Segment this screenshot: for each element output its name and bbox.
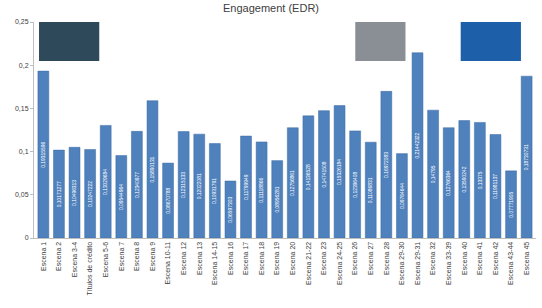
svg-text:Escena 23: Escena 23 — [320, 242, 327, 275]
svg-text:0,09764644: 0,09764644 — [400, 183, 405, 209]
svg-text:0,14741508: 0,14741508 — [322, 161, 327, 187]
svg-text:Escena 13: Escena 13 — [196, 242, 203, 275]
svg-text:Escena 41: Escena 41 — [476, 242, 483, 275]
svg-text:Escena 27: Escena 27 — [367, 242, 374, 275]
svg-text:Escena 29-30: Escena 29-30 — [398, 242, 405, 285]
svg-text:Escena 17: Escena 17 — [242, 242, 249, 275]
svg-text:0,14795: 0,14795 — [431, 165, 436, 183]
svg-text:Escena 42: Escena 42 — [492, 242, 499, 275]
svg-text:Escena 26: Escena 26 — [351, 242, 358, 275]
svg-text:Escena 10-11: Escena 10-11 — [164, 242, 171, 285]
svg-text:0,15890131: 0,15890131 — [150, 156, 155, 182]
svg-text:0,11981137: 0,11981137 — [493, 174, 498, 199]
svg-text:0,14136528: 0,14136528 — [306, 164, 311, 190]
svg-text:0,12766364: 0,12766364 — [446, 170, 451, 196]
svg-text:Escena 14-15: Escena 14-15 — [211, 242, 218, 285]
svg-text:Escena 29-31: Escena 29-31 — [414, 242, 421, 285]
svg-text:Escena 9: Escena 9 — [149, 242, 156, 271]
svg-text:0,2: 0,2 — [19, 62, 29, 69]
svg-text:0,25: 0,25 — [15, 18, 29, 25]
svg-text:0,12340977: 0,12340977 — [135, 172, 140, 198]
svg-text:Escena 3-4: Escena 3-4 — [71, 242, 78, 278]
svg-text:Escena 12: Escena 12 — [180, 242, 187, 275]
svg-text:0,21442322: 0,21442322 — [415, 132, 420, 158]
svg-text:Escena 8: Escena 8 — [133, 242, 140, 271]
svg-text:0,19315596: 0,19315596 — [41, 142, 46, 168]
svg-text:Escena 24-25: Escena 24-25 — [336, 242, 343, 285]
svg-text:0,08670788: 0,08670788 — [166, 188, 171, 214]
svg-text:0,11118866: 0,11118866 — [259, 178, 264, 203]
svg-text:0: 0 — [25, 234, 29, 241]
svg-text:Escena 21-22: Escena 21-22 — [305, 242, 312, 285]
svg-text:Escena 45: Escena 45 — [523, 242, 530, 275]
svg-text:Escena 40: Escena 40 — [461, 242, 468, 275]
svg-text:Escena 28: Escena 28 — [383, 242, 390, 275]
svg-text:0,1: 0,1 — [19, 148, 29, 155]
svg-text:0,12022081: 0,12022081 — [197, 173, 202, 199]
svg-text:0,13590242: 0,13590242 — [462, 166, 467, 192]
svg-text:Escena 16: Escena 16 — [227, 242, 234, 275]
svg-text:0,10931791: 0,10931791 — [212, 178, 217, 204]
svg-text:0,12756861: 0,12756861 — [290, 170, 295, 196]
svg-text:0,10496313: 0,10496313 — [72, 180, 77, 206]
svg-text:Escena 2: Escena 2 — [55, 242, 62, 271]
svg-text:0,12396408: 0,12396408 — [353, 171, 358, 197]
svg-text:0,18730731: 0,18730731 — [524, 144, 529, 170]
svg-text:0,10171277: 0,10171277 — [57, 181, 62, 207]
svg-text:Escena 33-39: Escena 33-39 — [445, 242, 452, 285]
svg-text:Engagement (EDR): Engagement (EDR) — [223, 2, 319, 14]
svg-text:0,11086831: 0,11086831 — [368, 177, 373, 203]
svg-text:0,12315133: 0,12315133 — [181, 172, 186, 198]
svg-text:Títulos de crédito: Títulos de crédito — [86, 242, 93, 296]
svg-text:Escena 5-6: Escena 5-6 — [102, 242, 109, 278]
svg-text:0,16972083: 0,16972083 — [384, 152, 389, 178]
svg-text:Escena 18: Escena 18 — [258, 242, 265, 275]
svg-text:Escena 7: Escena 7 — [118, 242, 125, 271]
svg-text:0,05: 0,05 — [15, 191, 29, 198]
svg-text:0,13375: 0,13375 — [478, 171, 483, 189]
svg-text:0,08956281: 0,08956281 — [275, 186, 280, 212]
svg-text:0,09544964: 0,09544964 — [119, 184, 124, 210]
svg-text:0,15: 0,15 — [15, 105, 29, 112]
svg-text:0,13029684: 0,13029684 — [103, 169, 108, 195]
svg-text:0,15326184: 0,15326184 — [337, 159, 342, 185]
svg-text:0,11799949: 0,11799949 — [244, 174, 249, 200]
svg-text:0,06597303: 0,06597303 — [228, 197, 233, 223]
svg-text:Escena 20: Escena 20 — [289, 242, 296, 275]
svg-text:0,07771905: 0,07771905 — [509, 191, 514, 217]
svg-text:Escena 32: Escena 32 — [429, 242, 436, 275]
svg-text:Escena 43-44: Escena 43-44 — [507, 242, 514, 285]
svg-text:0,10247222: 0,10247222 — [88, 181, 93, 207]
svg-text:Escena 19: Escena 19 — [273, 242, 280, 275]
svg-text:Escena 1: Escena 1 — [40, 242, 47, 271]
